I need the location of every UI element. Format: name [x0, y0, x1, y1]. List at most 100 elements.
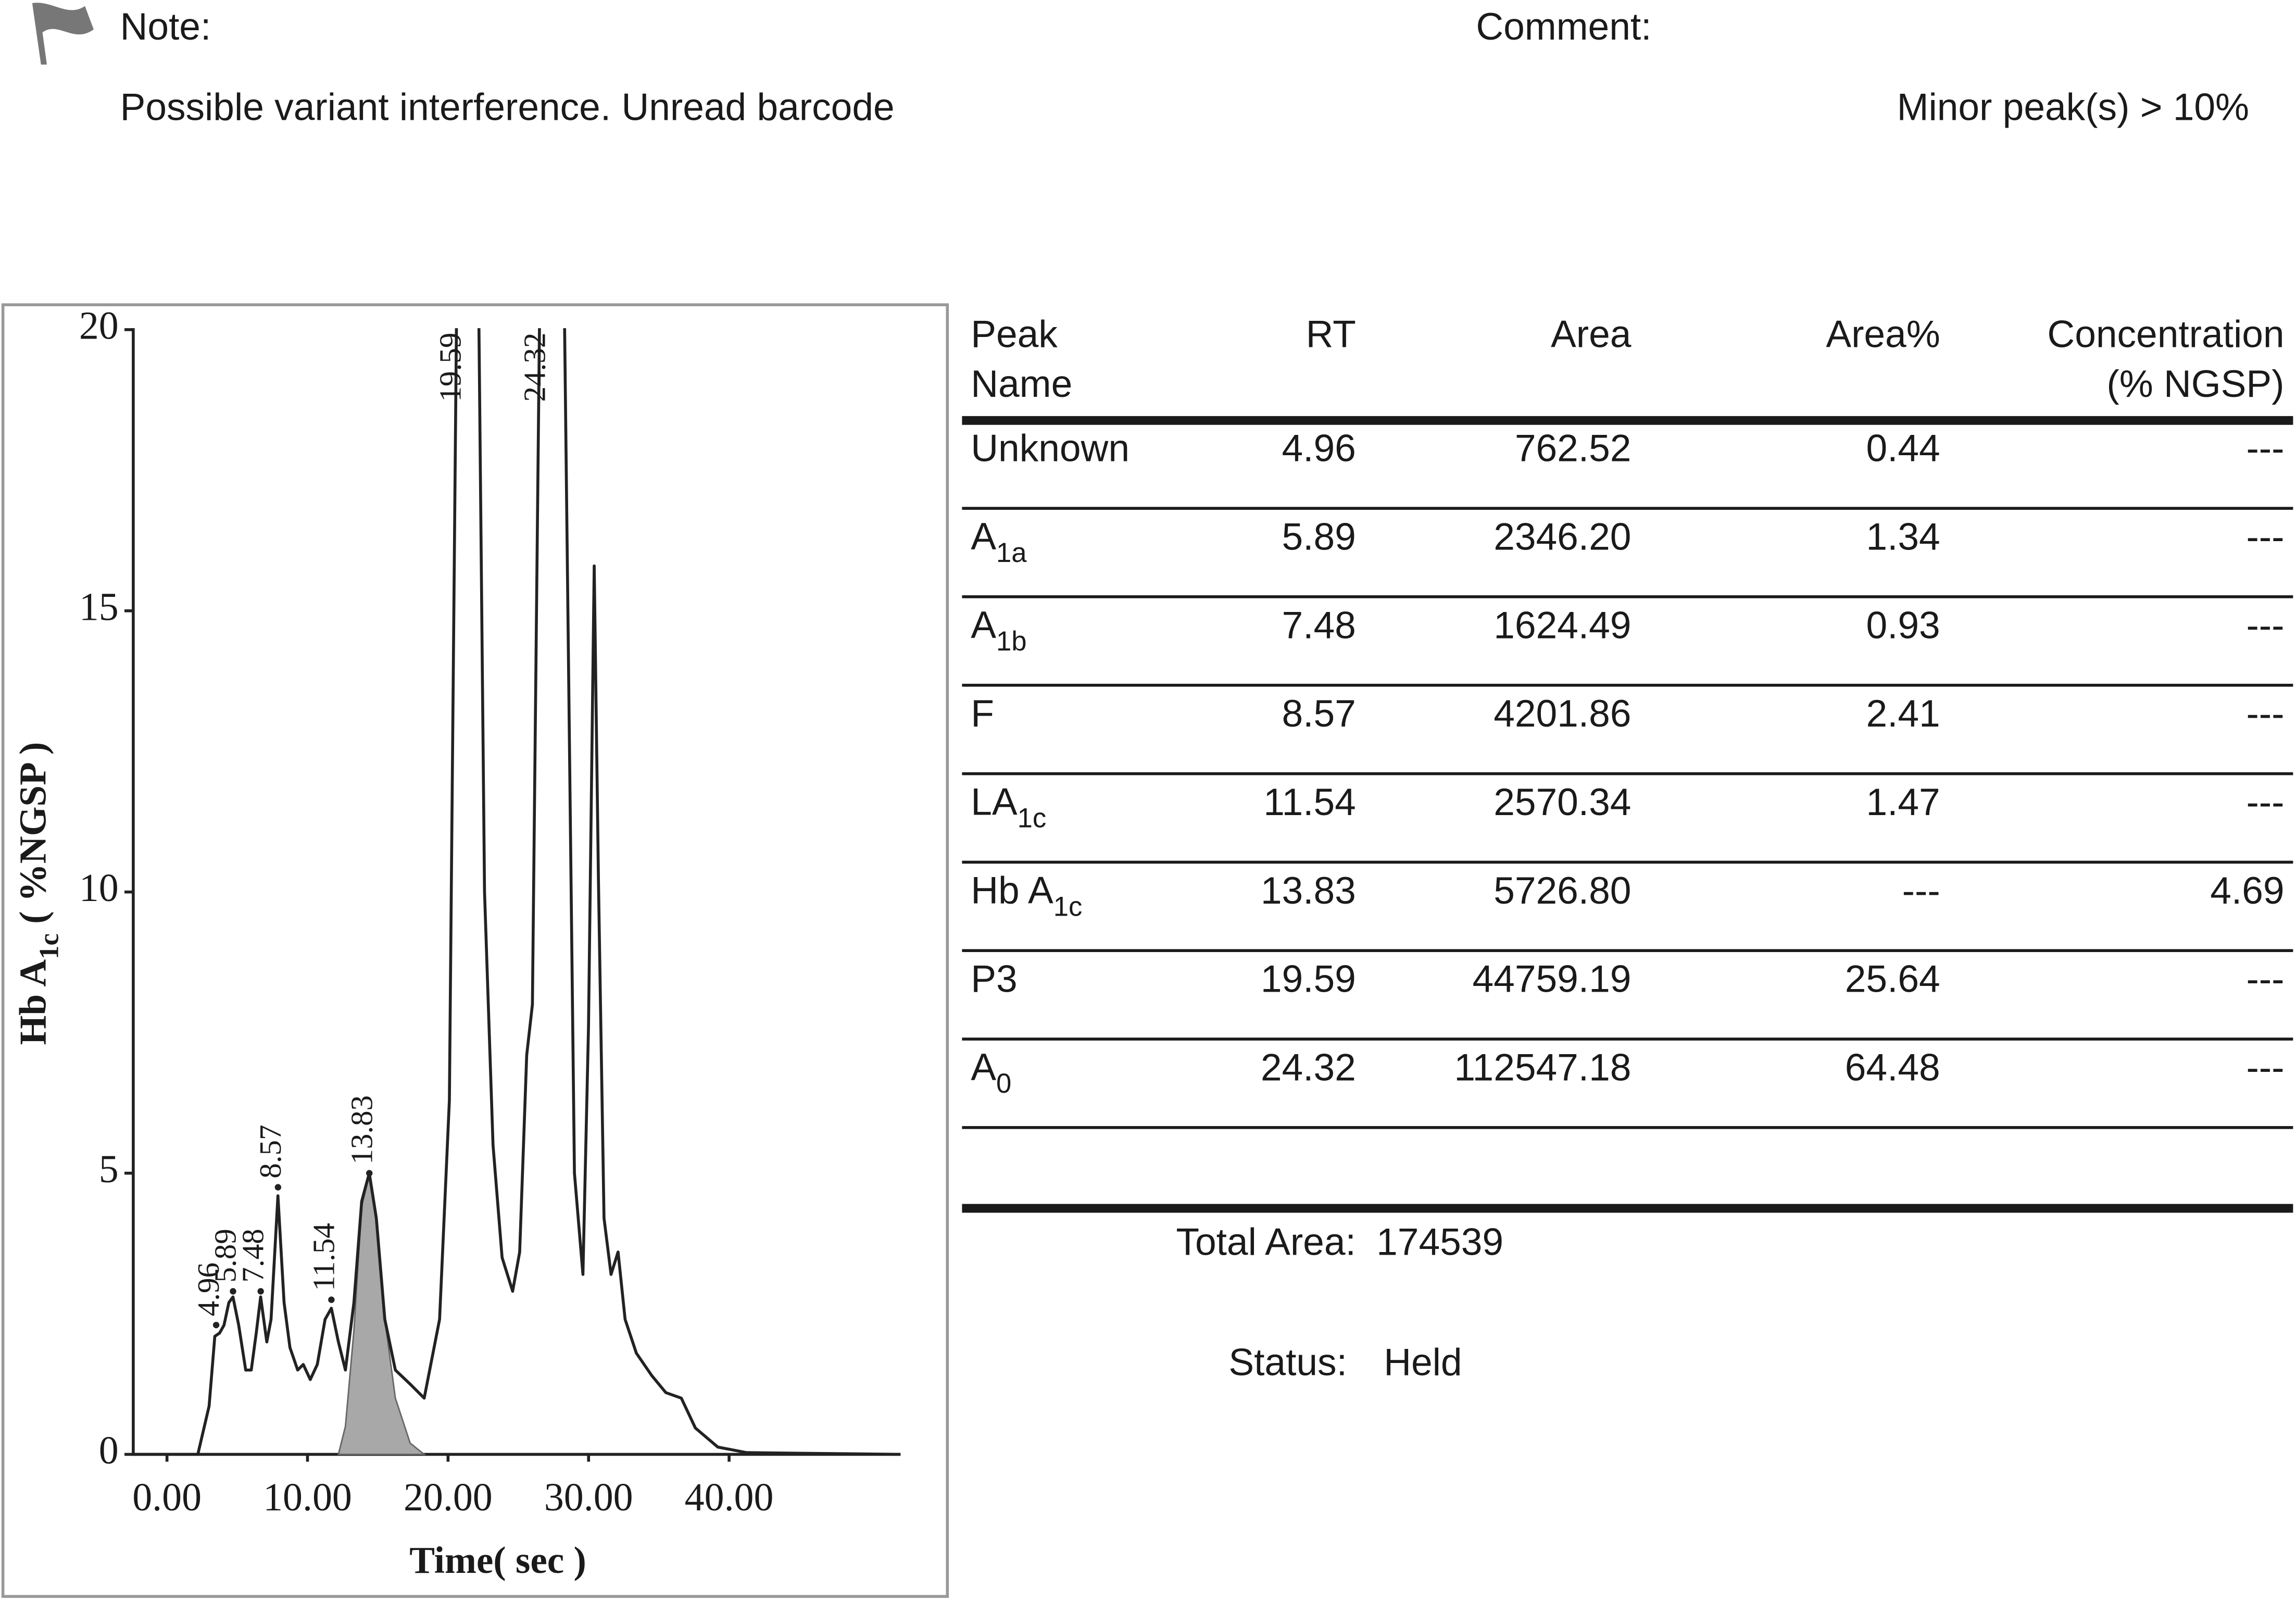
table-cell: --- [2246, 781, 2284, 823]
y-axis-label-main: Hb A [11, 959, 54, 1045]
y-axis-label-suffix: ( %NGSP ) [11, 742, 54, 934]
peak-label: 8.57 [253, 1124, 287, 1178]
table-cell-main: A [971, 516, 996, 558]
table-cell: 7.48 [1282, 604, 1356, 646]
table-cell-main: LA [971, 781, 1018, 823]
table-cell: 4.96 [1282, 428, 1356, 470]
comment-text: Minor peak(s) > 10% [1897, 86, 2249, 129]
peak-label: 5.89 [208, 1229, 243, 1282]
table-header: Concentration [2047, 313, 2284, 355]
peak-label: 13.83 [344, 1095, 379, 1165]
x-tick-label: 0.00 [132, 1475, 202, 1519]
table-cell-main: A [971, 604, 996, 646]
table-cell: 2346.20 [1494, 516, 1631, 558]
peak-marker [257, 1288, 264, 1295]
table-cell-sub: 1c [1053, 892, 1083, 922]
y-tick-label: 20 [79, 304, 119, 347]
total-area-label: Total Area: [1176, 1221, 1356, 1264]
table-cell: --- [2246, 516, 2284, 558]
table-cell-main: Hb A [971, 870, 1053, 912]
chart-frame [1, 303, 949, 1598]
table-cell: 11.54 [1263, 781, 1356, 823]
table-cell-sub: 1a [996, 538, 1027, 569]
table-header: Area% [1826, 313, 1940, 355]
table-cell: A1b [971, 604, 1026, 657]
peak-label: 24.32 [517, 333, 551, 402]
table-cell: --- [1902, 870, 1940, 912]
y-tick-label: 15 [79, 585, 119, 629]
table-cell: --- [2246, 958, 2284, 1000]
table-cell: 1624.49 [1494, 604, 1631, 646]
table-cell: 8.57 [1282, 693, 1356, 735]
table-header: RT [1306, 313, 1356, 355]
status-label: Status: [1228, 1341, 1347, 1383]
peak-marker [328, 1296, 335, 1303]
table-cell: 5726.80 [1494, 870, 1631, 912]
peak-marker [230, 1288, 236, 1295]
x-tick-label: 40.00 [685, 1475, 774, 1519]
flag-icon [32, 3, 94, 65]
x-tick-label: 10.00 [263, 1475, 352, 1519]
table-cell: 24.32 [1261, 1047, 1356, 1089]
table-cell: Hb A1c [971, 870, 1082, 922]
table-cell: 4.69 [2210, 870, 2284, 912]
table-cell: LA1c [971, 781, 1046, 834]
y-axis-label-sub: 1c [34, 933, 64, 959]
note-label: Note: [120, 6, 211, 48]
note-text: Possible variant interference. Unread ba… [120, 86, 895, 129]
table-cell: 64.48 [1845, 1047, 1940, 1089]
y-tick-label: 0 [99, 1429, 119, 1472]
table-cell: A0 [971, 1047, 1011, 1099]
table-cell: F [971, 693, 994, 735]
table-cell: 25.64 [1845, 958, 1940, 1000]
table-cell-sub: 0 [996, 1069, 1011, 1099]
table-cell: --- [2246, 428, 2284, 470]
table-cell-sub: 1b [996, 626, 1027, 657]
peak-marker [274, 1184, 282, 1191]
table-cell: A1a [971, 516, 1027, 569]
table-cell: 2570.34 [1494, 781, 1631, 823]
peak-label: 11.54 [306, 1223, 341, 1291]
table-cell: --- [2246, 1047, 2284, 1089]
y-axis-label: Hb A1c ( %NGSP ) [11, 742, 64, 1045]
table-cell: 5.89 [1282, 516, 1356, 558]
table-cell: P3 [971, 958, 1017, 1000]
table-cell: 4201.86 [1494, 693, 1631, 735]
table-cell: 112547.18 [1454, 1047, 1631, 1089]
table-cell: 19.59 [1261, 958, 1356, 1000]
x-tick-label: 30.00 [544, 1475, 633, 1519]
table-header: Area [1551, 313, 1632, 355]
y-tick-label: 10 [79, 866, 119, 910]
plot-area [133, 328, 901, 1456]
peak-marker [212, 1321, 220, 1329]
table-cell: --- [2246, 604, 2284, 646]
x-tick-label: 20.00 [404, 1475, 493, 1519]
table-cell-main: A [971, 1047, 996, 1089]
chromatogram-line [133, 328, 901, 1456]
table-cell: 0.93 [1866, 604, 1940, 646]
table-cell: --- [2246, 693, 2284, 735]
total-area-value: 174539 [1376, 1221, 1503, 1264]
peak-label: 4.96 [191, 1262, 225, 1316]
status-value: Held [1384, 1341, 1462, 1383]
comment-label: Comment: [1476, 6, 1651, 48]
table-cell: 44759.19 [1473, 958, 1632, 1000]
table-cell: 2.41 [1866, 693, 1940, 735]
peak-label: 19.59 [433, 333, 467, 402]
table-header: Name [971, 363, 1072, 405]
x-axis-label: Time( sec ) [409, 1539, 586, 1581]
table-cell: 0.44 [1866, 428, 1940, 470]
table-cell-sub: 1c [1018, 803, 1047, 834]
table-cell: Unknown [971, 428, 1130, 470]
peak-label: 7.48 [236, 1229, 270, 1282]
table-cell: 13.83 [1261, 870, 1356, 912]
table-cell: 1.34 [1866, 516, 1940, 558]
y-tick-label: 5 [99, 1147, 119, 1191]
table-cell: 1.47 [1866, 781, 1940, 823]
peak-marker [366, 1170, 373, 1177]
table-header: (% NGSP) [2106, 363, 2284, 405]
table-header: Peak [971, 313, 1058, 355]
table-cell: 762.52 [1515, 428, 1632, 470]
